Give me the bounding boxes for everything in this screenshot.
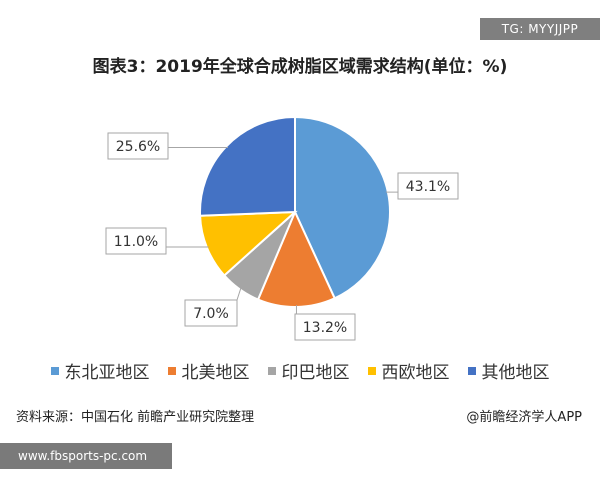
legend-item-5: 其他地区 [467,358,550,383]
legend-label-2: 北美地区 [181,363,250,383]
data-label-2: 13.2% [303,320,347,336]
data-label-box-2 [294,313,356,341]
data-label-box-3 [184,299,238,327]
tg-badge: TG: MYYJJPP [480,18,600,40]
chart-title: 图表3：2019年全球合成树脂区域需求结构(单位：%) [92,57,508,77]
legend-item-4: 西欧地区 [367,358,450,383]
data-label-5: 25.6% [116,139,160,155]
legend-swatch-2 [167,366,176,375]
pie-slice-4 [199,210,298,277]
credit-note: @前瞻经济学人APP [466,410,582,425]
legend-label-1: 东北亚地区 [64,363,150,383]
legend-label-3: 印巴地区 [281,363,350,383]
legend-swatch-1 [50,366,59,375]
legend-swatch-4 [367,366,376,375]
chart-legend: 东北亚地区 北美地区 印巴地区 西欧地区 其他地区 [0,358,600,383]
legend-item-3: 印巴地区 [267,358,350,383]
source-note: 资料来源：中国石化 前瞻产业研究院整理 [16,410,255,425]
legend-label-5: 其他地区 [481,363,550,383]
data-label-3: 7.0% [193,306,229,322]
data-label-box-5 [107,132,169,160]
data-label-box-4 [105,227,167,255]
legend-item-2: 北美地区 [167,358,250,383]
data-label-1: 43.1% [406,179,450,195]
data-label-4: 11.0% [114,234,158,250]
pie-slice-5 [199,115,296,217]
leader-line-3 [236,287,242,301]
legend-label-4: 西欧地区 [381,363,450,383]
footer-url[interactable]: www.fbsports-pc.com [0,443,172,469]
legend-swatch-5 [467,366,476,375]
data-label-box-1 [397,172,459,200]
legend-swatch-3 [267,366,276,375]
legend-item-1: 东北亚地区 [50,358,150,383]
